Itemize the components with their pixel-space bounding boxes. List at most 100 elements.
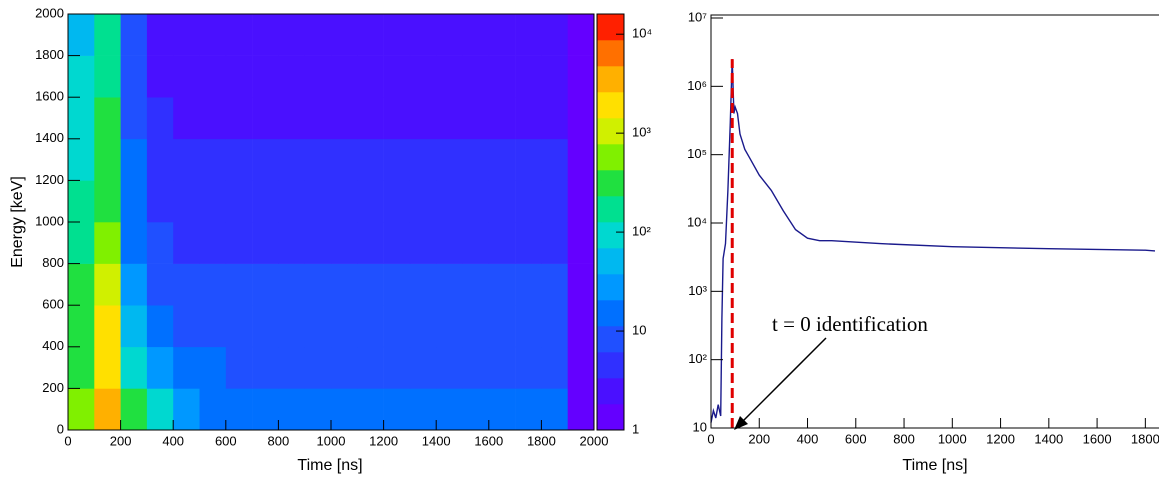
heatmap-cell bbox=[488, 388, 516, 431]
x-tick-label: 200 bbox=[748, 431, 770, 446]
heatmap-cell bbox=[199, 138, 227, 181]
heatmap-cell bbox=[567, 388, 595, 431]
heatmap-cell bbox=[94, 14, 121, 56]
x-axis-label: Time [ns] bbox=[902, 457, 967, 474]
heatmap-cell bbox=[94, 263, 121, 306]
heatmap-cell bbox=[541, 138, 568, 181]
arrow-head bbox=[734, 416, 748, 430]
heatmap-cell bbox=[515, 14, 542, 56]
plot-frame bbox=[710, 14, 1159, 429]
heatmap-cell bbox=[304, 180, 332, 223]
heatmap-cell bbox=[488, 180, 516, 223]
heatmap-cell bbox=[331, 263, 358, 306]
heatmap-cell bbox=[68, 97, 95, 140]
y-tick-label: 200 bbox=[42, 380, 64, 395]
heatmap-cell bbox=[94, 222, 121, 264]
heatmap-cell bbox=[173, 263, 200, 306]
x-tick-label: 1000 bbox=[317, 433, 346, 448]
heatmap-cell bbox=[146, 346, 174, 389]
heatmap-cell bbox=[68, 138, 95, 181]
y-tick-label: 800 bbox=[42, 255, 64, 270]
y-tick-label: 10⁷ bbox=[688, 9, 707, 24]
heatmap-cell bbox=[436, 14, 463, 56]
heatmap-cell bbox=[541, 97, 568, 140]
heatmap-cell bbox=[146, 14, 174, 56]
heatmap-cell bbox=[462, 97, 490, 140]
colorbar-tick-label: 10³ bbox=[632, 125, 651, 140]
heatmap-cell bbox=[383, 388, 411, 431]
x-axis-label: Time [ns] bbox=[297, 457, 362, 474]
heatmap-cell bbox=[462, 138, 490, 181]
x-tick-label: 1000 bbox=[938, 431, 967, 446]
heatmap-cell bbox=[436, 305, 463, 348]
heatmap-cell bbox=[331, 346, 358, 389]
heatmap-cell bbox=[409, 388, 437, 431]
x-tick-label: 0 bbox=[707, 431, 714, 446]
heatmap-cell bbox=[488, 222, 516, 264]
colorbar-tick-label: 10⁴ bbox=[632, 26, 652, 41]
heatmap-cell bbox=[462, 388, 490, 431]
heatmap-cell bbox=[120, 97, 148, 140]
heatmap-cell bbox=[409, 138, 437, 181]
heatmap-cell bbox=[94, 180, 121, 223]
heatmap-cell bbox=[173, 180, 200, 223]
heatmap-cell bbox=[462, 14, 490, 56]
heatmap-cell bbox=[331, 305, 358, 348]
heatmap-cell bbox=[225, 97, 253, 140]
heatmap-cell bbox=[252, 14, 279, 56]
heatmap-cell bbox=[331, 97, 358, 140]
colorbar-step bbox=[597, 14, 624, 41]
heatmap-cell bbox=[225, 222, 253, 264]
heatmap-cell bbox=[541, 180, 568, 223]
heatmap-cell bbox=[94, 97, 121, 140]
heatmap-cell bbox=[462, 180, 490, 223]
heatmap-cell bbox=[68, 180, 95, 223]
heatmap-cell bbox=[357, 346, 384, 389]
colorbar-step bbox=[597, 274, 624, 301]
x-tick-label: 600 bbox=[845, 431, 867, 446]
heatmap-cell bbox=[225, 263, 253, 306]
heatmap-cell bbox=[515, 346, 542, 389]
heatmap-cell bbox=[68, 263, 95, 306]
heatmap-cell bbox=[383, 222, 411, 264]
colorbar-step bbox=[597, 248, 624, 275]
annotation: t = 0 identification bbox=[772, 312, 928, 336]
heatmap-cell bbox=[357, 138, 384, 181]
heatmap-cell bbox=[409, 346, 437, 389]
heatmap-cell bbox=[146, 55, 174, 98]
heatmap-cell bbox=[304, 138, 332, 181]
heatmap-cell bbox=[252, 222, 279, 264]
heatmap-cell bbox=[278, 97, 305, 140]
heatmap-cell bbox=[488, 97, 516, 140]
heatmap-cell bbox=[409, 222, 437, 264]
colorbar-tick-label: 1 bbox=[632, 421, 639, 436]
heatmap-cell bbox=[567, 180, 595, 223]
colorbar-step bbox=[597, 144, 624, 171]
data-line bbox=[710, 59, 1156, 423]
heatmap-cell bbox=[225, 346, 253, 389]
heatmap-cell bbox=[436, 55, 463, 98]
heatmap-cell bbox=[225, 55, 253, 98]
colorbar-step bbox=[597, 300, 624, 327]
heatmap-cell bbox=[541, 55, 568, 98]
colorbar-step bbox=[597, 66, 624, 93]
heatmap-cell bbox=[173, 55, 200, 98]
y-tick-label: 400 bbox=[42, 338, 64, 353]
heatmap-cell bbox=[541, 346, 568, 389]
x-tick-label: 1200 bbox=[369, 433, 398, 448]
heatmap-cell bbox=[120, 346, 148, 389]
heatmap-cell bbox=[436, 222, 463, 264]
colorbar-tick-label: 10² bbox=[632, 224, 651, 239]
heatmap-cell bbox=[567, 138, 595, 181]
heatmap-cell bbox=[409, 55, 437, 98]
heatmap-cell bbox=[173, 97, 200, 140]
colorbar-step bbox=[597, 40, 624, 67]
heatmap-cell bbox=[225, 180, 253, 223]
heatmap-cell bbox=[304, 346, 332, 389]
heatmap-cell bbox=[225, 14, 253, 56]
heatmap-cell bbox=[68, 346, 95, 389]
colorbar-step bbox=[597, 404, 624, 431]
colorbar-step bbox=[597, 378, 624, 405]
y-tick-label: 1400 bbox=[35, 130, 64, 145]
heatmap-cell bbox=[515, 180, 542, 223]
